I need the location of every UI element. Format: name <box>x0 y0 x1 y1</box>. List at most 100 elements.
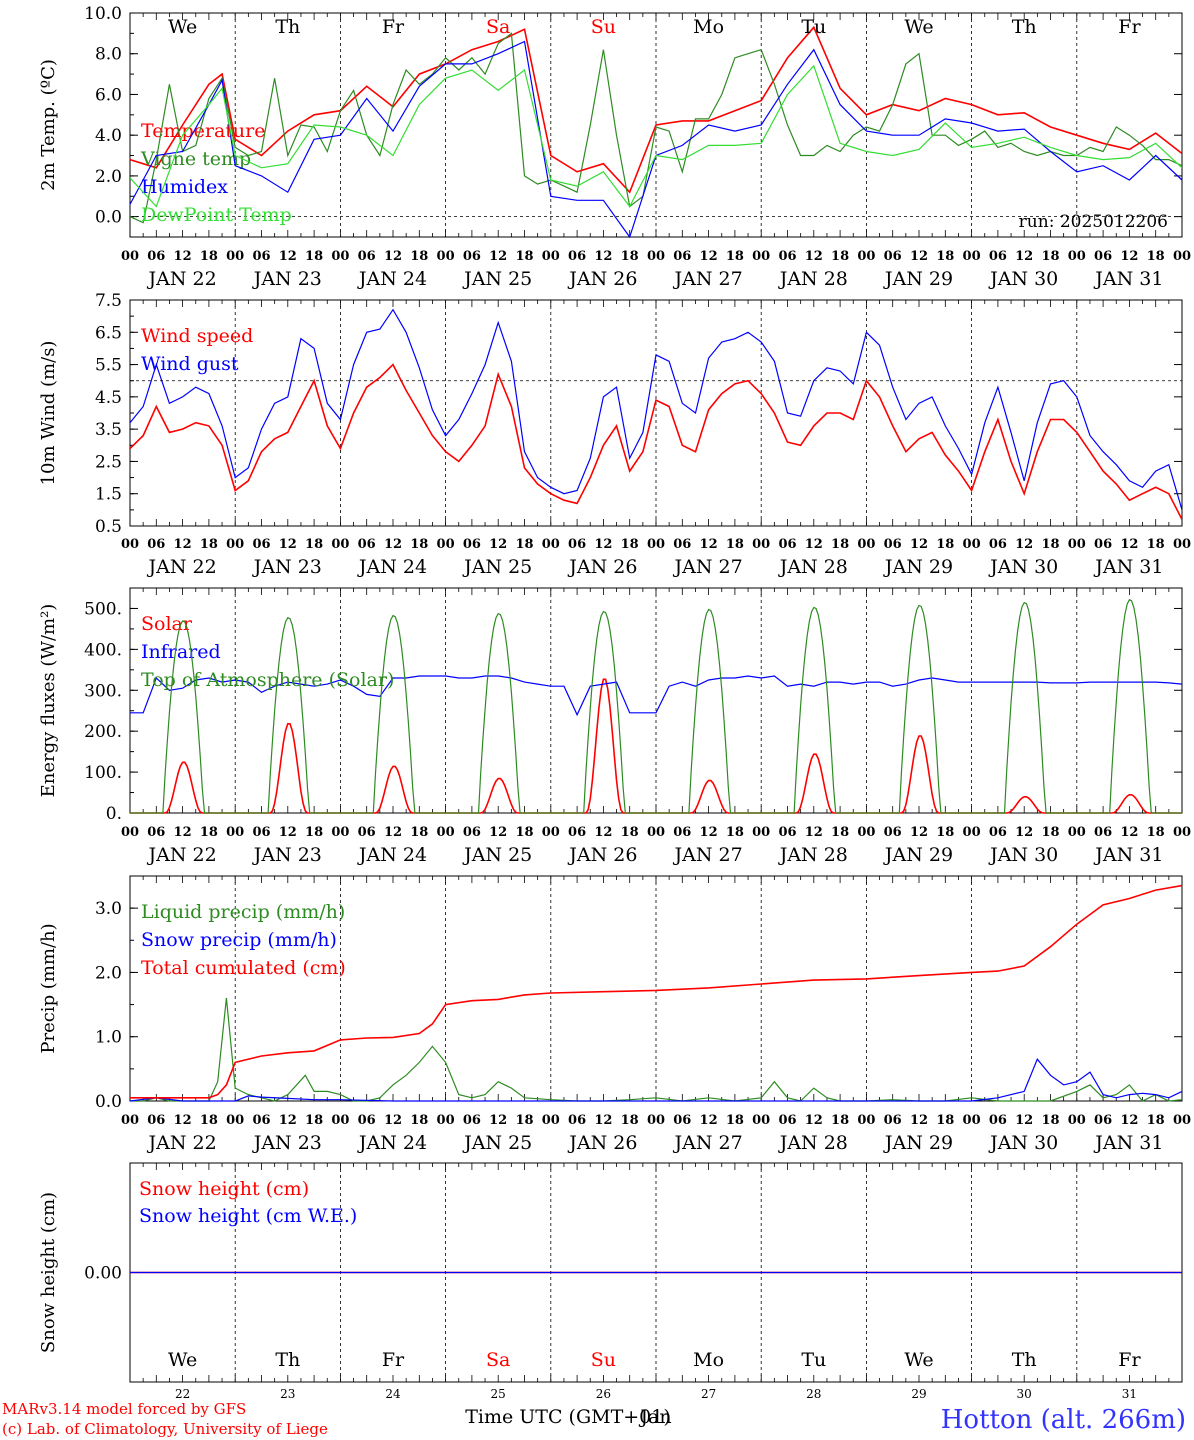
hour-tick-label: 18 <box>305 249 323 264</box>
hour-tick-label: 12 <box>1015 537 1033 552</box>
hour-tick-label: 18 <box>410 537 428 552</box>
date-label: JAN 26 <box>567 556 637 578</box>
y-tick-label: 2.5 <box>95 452 122 472</box>
y-tick-label: 3.5 <box>95 420 122 440</box>
date-label: JAN 25 <box>462 844 532 866</box>
hour-tick-label: 12 <box>279 1113 297 1128</box>
y-axis-label: Precip (mm/h) <box>38 923 59 1053</box>
y-tick-label: 2.0 <box>95 963 122 983</box>
hour-tick-label: 00 <box>331 537 349 552</box>
date-label: JAN 27 <box>673 1132 743 1154</box>
hour-tick-label: 18 <box>515 1113 533 1128</box>
legend-entry: Liquid precip (mm/h) <box>141 901 345 923</box>
date-label: JAN 22 <box>147 844 217 866</box>
y-tick-label: 6.0 <box>95 85 122 105</box>
hour-tick-label: 00 <box>647 1113 665 1128</box>
hour-tick-label: 06 <box>252 249 270 264</box>
x-ticks <box>129 1163 1183 1382</box>
hour-tick-label: 00 <box>963 249 981 264</box>
hour-tick-label: 18 <box>515 249 533 264</box>
date-label: JAN 22 <box>147 556 217 578</box>
hour-tick-label: 18 <box>1041 249 1059 264</box>
date-label: JAN 23 <box>252 844 322 866</box>
hour-tick-label: 06 <box>884 537 902 552</box>
hour-tick-label: 12 <box>805 249 823 264</box>
hour-tick-label: 00 <box>226 249 244 264</box>
hour-tick-label: 06 <box>568 1113 586 1128</box>
legend-entry: Humidex <box>141 176 228 198</box>
date-label: JAN 25 <box>462 1132 532 1154</box>
y-tick-label: 400. <box>84 640 122 660</box>
hour-tick-label: 00 <box>121 537 139 552</box>
legend-entry: Temperature <box>141 120 265 142</box>
date-label: JAN 27 <box>673 268 743 290</box>
weekday-label: Mo <box>693 16 724 38</box>
hour-tick-label: 18 <box>831 825 849 840</box>
series-line <box>130 308 1182 511</box>
hour-tick-label: 06 <box>884 1113 902 1128</box>
hour-tick-label: 00 <box>647 825 665 840</box>
date-label: JAN 24 <box>357 844 427 866</box>
weekday-label: Tu <box>801 1349 826 1371</box>
hour-tick-label: 12 <box>1120 249 1138 264</box>
date-label: JAN 23 <box>252 268 322 290</box>
hour-tick-label: 12 <box>384 1113 402 1128</box>
hour-tick-label: 00 <box>437 825 455 840</box>
date-label: JAN 31 <box>1093 556 1163 578</box>
hour-tick-label: 12 <box>594 249 612 264</box>
day-number-label: 22 <box>175 1387 190 1401</box>
day-number-label: 27 <box>701 1387 716 1401</box>
hour-tick-label: 00 <box>542 537 560 552</box>
legend-entry: Snow height (cm) <box>139 1178 309 1200</box>
hour-tick-label: 12 <box>805 825 823 840</box>
hour-tick-label: 06 <box>989 537 1007 552</box>
hour-tick-label: 18 <box>200 1113 218 1128</box>
hour-tick-label: 18 <box>621 249 639 264</box>
series-line <box>130 40 1182 239</box>
hour-tick-label: 18 <box>726 537 744 552</box>
weekday-label: Th <box>275 1349 300 1371</box>
hour-tick-label: 00 <box>1068 537 1086 552</box>
hour-tick-label: 00 <box>226 1113 244 1128</box>
hour-tick-label: 12 <box>489 825 507 840</box>
y-axis-label: 10m Wind (m/s) <box>38 341 59 486</box>
hour-tick-label: 00 <box>647 249 665 264</box>
panel-5: 0.00 Snow height (cm) Snow height (cm) Snow… <box>38 1162 1183 1401</box>
panel-1: 0.0 2.0 4.0 6.0 8.0 10.0 2m Temp. (ºC) Temperat… <box>38 4 1191 290</box>
hour-tick-label: 12 <box>910 1113 928 1128</box>
hour-tick-label: 06 <box>1094 1113 1112 1128</box>
y-tick-label: 1.0 <box>95 1028 122 1048</box>
hour-tick-label: 06 <box>884 249 902 264</box>
hour-tick-label: 12 <box>174 1113 192 1128</box>
hour-tick-label: 06 <box>463 537 481 552</box>
date-label: JAN 28 <box>778 844 848 866</box>
hour-tick-label: 06 <box>778 249 796 264</box>
hour-tick-label: 18 <box>1147 1113 1165 1128</box>
hour-tick-label: 12 <box>174 249 192 264</box>
hour-tick-label: 12 <box>910 825 928 840</box>
hour-tick-label: 06 <box>252 537 270 552</box>
date-label: JAN 23 <box>252 1132 322 1154</box>
date-label: JAN 30 <box>988 556 1058 578</box>
date-label: JAN 29 <box>883 1132 953 1154</box>
hour-tick-label: 12 <box>910 249 928 264</box>
date-label: JAN 28 <box>778 556 848 578</box>
date-label: JAN 24 <box>357 1132 427 1154</box>
hour-tick-label: 00 <box>857 1113 875 1128</box>
hour-tick-label: 18 <box>1041 537 1059 552</box>
day-number-label: 24 <box>385 1387 401 1401</box>
y-tick-label: 0.5 <box>95 517 122 537</box>
y-tick-label: 100. <box>84 763 122 783</box>
hour-tick-label: 18 <box>726 1113 744 1128</box>
hour-tick-label: 00 <box>1173 537 1191 552</box>
legend-entry: Wind gust <box>141 353 239 375</box>
y-tick-label: 3.0 <box>95 899 122 919</box>
hour-tick-label: 12 <box>1015 1113 1033 1128</box>
hour-tick-label: 18 <box>515 825 533 840</box>
hour-tick-label: 00 <box>121 249 139 264</box>
legend-entry: Infrared <box>141 641 221 663</box>
y-tick-label: 4.5 <box>95 388 122 408</box>
hour-tick-label: 18 <box>1147 825 1165 840</box>
hour-tick-label: 12 <box>279 249 297 264</box>
y-tick-label: 200. <box>84 722 122 742</box>
